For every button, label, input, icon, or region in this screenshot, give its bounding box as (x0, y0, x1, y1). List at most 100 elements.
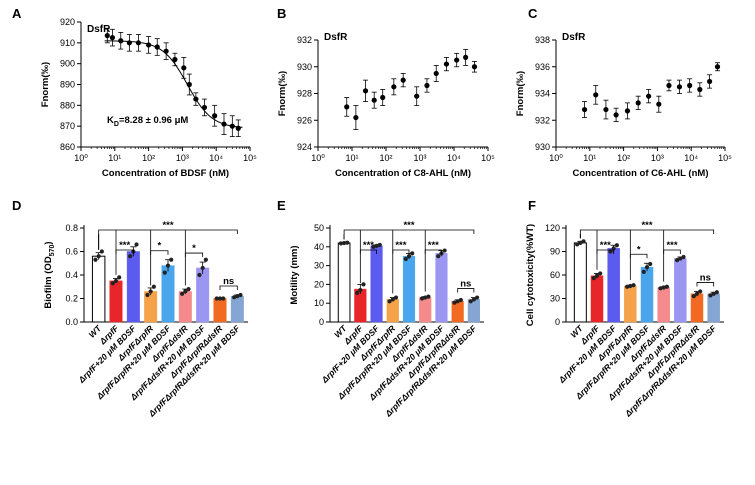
replicate-dot (221, 296, 226, 301)
replicate-dot (113, 278, 119, 283)
replicate-dot (436, 254, 441, 259)
replicate-dot (598, 271, 603, 276)
x-tick-label: 10⁴ (684, 153, 698, 163)
replicate-dot (200, 265, 205, 271)
significance-bracket (184, 252, 204, 258)
replicate-dot (145, 292, 150, 298)
y-tick-label: 930 (535, 142, 550, 152)
replicate-dot (180, 291, 185, 296)
x-tick-label: 10² (617, 153, 630, 163)
y-tick-label: 926 (297, 115, 312, 125)
data-point (697, 86, 703, 93)
significance-bracket (115, 249, 134, 254)
bar (435, 253, 448, 323)
data-point (235, 125, 241, 131)
replicate-dot (644, 265, 650, 270)
replicate-dot (594, 273, 600, 278)
significance-bracket (696, 282, 715, 287)
data-point (221, 121, 227, 127)
replicate-dot (238, 292, 243, 298)
data-point (154, 44, 160, 50)
data-point (126, 40, 132, 46)
data-point (666, 82, 672, 89)
significance-label: *** (641, 220, 652, 231)
replicate-dot (452, 300, 457, 305)
data-point (714, 64, 721, 70)
x-tick-label: 10⁵ (481, 153, 495, 163)
bar (370, 245, 383, 323)
significance-bracket (98, 229, 238, 234)
replicate-dot (474, 295, 480, 300)
data-point (646, 93, 652, 99)
data-point (471, 64, 478, 70)
replicate-dot (578, 240, 583, 245)
data-point (118, 38, 124, 44)
data-point (135, 40, 142, 46)
y-tick-label: 0.6 (65, 247, 78, 257)
significance-bracket (663, 249, 681, 254)
replicate-dot (423, 295, 428, 300)
x-tick-label: 10³ (176, 153, 189, 163)
x-tick-label: 10¹ (583, 153, 596, 163)
replicate-dot (628, 283, 633, 289)
y-tick-label: 0.8 (65, 223, 78, 233)
x-tick-label: 10³ (651, 153, 664, 163)
panel-label-e: E (277, 198, 286, 213)
y-tick-label: 20 (314, 279, 324, 289)
replicate-dot (355, 290, 360, 295)
data-point (344, 104, 350, 110)
y-tick-label: 938 (535, 35, 550, 45)
bar (674, 258, 687, 323)
replicate-dot (393, 295, 399, 300)
bar (640, 266, 654, 323)
data-point (424, 82, 430, 89)
y-tick-label: 932 (297, 35, 312, 45)
y-tick-label: 910 (60, 38, 75, 48)
x-tick-label: 10⁰ (74, 153, 88, 163)
data-point (186, 81, 192, 88)
replicate-dot (591, 276, 596, 281)
plot-title: DsfR (562, 32, 586, 43)
y-axis-title: Fnorm(‰) (515, 71, 526, 116)
replicate-dot (406, 254, 412, 259)
significance-label: *** (666, 240, 677, 251)
significance-bracket (424, 249, 442, 254)
x-axis-title: Concentration of C6-AHL (nM) (573, 168, 709, 179)
replicate-dot (410, 251, 415, 256)
replicate-dot (648, 261, 653, 267)
replicate-dot (110, 281, 115, 286)
data-point (163, 48, 169, 54)
bar (657, 287, 670, 323)
replicate-dot (575, 242, 580, 247)
data-point (706, 78, 713, 85)
replicate-dot (678, 256, 683, 261)
significance-label: *** (162, 220, 173, 231)
y-axis-title: Fnorm(‰) (277, 71, 288, 116)
replicate-dot (708, 293, 713, 298)
x-tick-label: 10¹ (108, 153, 121, 163)
replicate-dot (581, 239, 586, 244)
y-tick-label: 928 (297, 89, 312, 99)
panel-label-b: B (277, 6, 286, 21)
y-tick-label: 10 (314, 298, 324, 308)
replicate-dot (183, 289, 188, 294)
data-point (181, 65, 187, 71)
replicate-dot (714, 290, 719, 295)
replicate-dot (197, 272, 202, 278)
replicate-dot (691, 294, 696, 299)
bar (624, 285, 637, 323)
y-tick-label: 934 (535, 89, 550, 99)
replicate-dot (458, 297, 463, 303)
replicate-dot (162, 270, 167, 275)
y-tick-label: 90 (550, 247, 560, 257)
data-point (613, 112, 619, 118)
data-point (581, 106, 588, 113)
y-tick-label: 880 (60, 100, 75, 110)
replicate-dot (377, 242, 382, 248)
data-point (371, 97, 377, 103)
data-point (687, 82, 693, 89)
replicate-dot (390, 297, 395, 302)
replicate-dot (625, 284, 630, 289)
